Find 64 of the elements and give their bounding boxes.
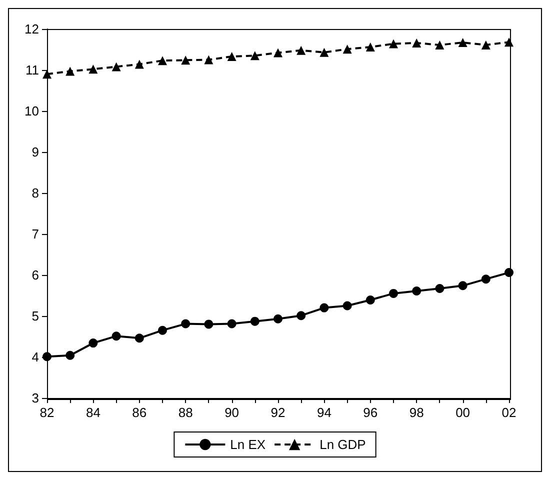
x-tick-label: 86 bbox=[132, 405, 147, 420]
point bbox=[250, 51, 260, 60]
legend-label: Ln GDP bbox=[320, 437, 366, 452]
point bbox=[158, 326, 167, 335]
point bbox=[134, 334, 144, 343]
point bbox=[320, 303, 329, 312]
point bbox=[320, 48, 329, 57]
point bbox=[181, 319, 190, 328]
point bbox=[204, 55, 214, 64]
y-tick-label: 4 bbox=[32, 350, 39, 364]
legend-label: Ln EX bbox=[230, 437, 266, 452]
x-tick-label: 96 bbox=[363, 405, 378, 420]
y-tick-label: 10 bbox=[24, 104, 39, 118]
point bbox=[227, 52, 236, 61]
point bbox=[389, 39, 398, 48]
point bbox=[481, 274, 490, 284]
x-tick-label: 02 bbox=[502, 405, 516, 420]
y-tick-label: 9 bbox=[32, 144, 39, 160]
point bbox=[342, 44, 352, 54]
point bbox=[66, 350, 75, 360]
point bbox=[227, 319, 236, 328]
point bbox=[274, 48, 282, 58]
point bbox=[296, 311, 306, 320]
y-tick-label: 7 bbox=[32, 226, 39, 242]
point bbox=[181, 56, 190, 65]
point bbox=[435, 284, 444, 294]
y-tick-label: 11 bbox=[26, 62, 39, 78]
y-tick-label: 8 bbox=[32, 186, 39, 200]
point bbox=[504, 38, 514, 47]
y-tick-label: 6 bbox=[32, 268, 39, 282]
point bbox=[42, 70, 52, 79]
y-tick-label: 3 bbox=[32, 390, 39, 406]
x-tick-label: 94 bbox=[316, 405, 332, 420]
point bbox=[134, 60, 144, 69]
point bbox=[204, 320, 214, 329]
point bbox=[412, 38, 422, 48]
point bbox=[435, 40, 444, 50]
x-tick-label: 82 bbox=[40, 405, 54, 420]
point bbox=[366, 296, 375, 305]
point bbox=[112, 332, 121, 341]
point bbox=[342, 301, 352, 310]
y-tick-label: 12 bbox=[24, 22, 39, 36]
point bbox=[274, 314, 282, 324]
point bbox=[88, 64, 98, 74]
x-tick-label: 98 bbox=[409, 405, 424, 420]
x-tick-label: 88 bbox=[178, 405, 193, 420]
point bbox=[296, 46, 306, 55]
x-tick-label: 90 bbox=[224, 405, 240, 420]
point bbox=[458, 281, 468, 290]
point bbox=[112, 62, 121, 72]
x-tick-label: 00 bbox=[456, 405, 470, 420]
point bbox=[504, 268, 514, 278]
point bbox=[389, 288, 398, 298]
point bbox=[412, 286, 422, 296]
point bbox=[481, 40, 490, 50]
point bbox=[88, 338, 98, 348]
x-tick-label: 84 bbox=[86, 405, 100, 420]
y-tick-label: 5 bbox=[32, 308, 39, 324]
point bbox=[66, 66, 75, 76]
point bbox=[366, 42, 375, 52]
point bbox=[250, 316, 260, 326]
point bbox=[158, 56, 167, 66]
point bbox=[458, 38, 468, 48]
x-tick-label: 92 bbox=[270, 405, 286, 420]
